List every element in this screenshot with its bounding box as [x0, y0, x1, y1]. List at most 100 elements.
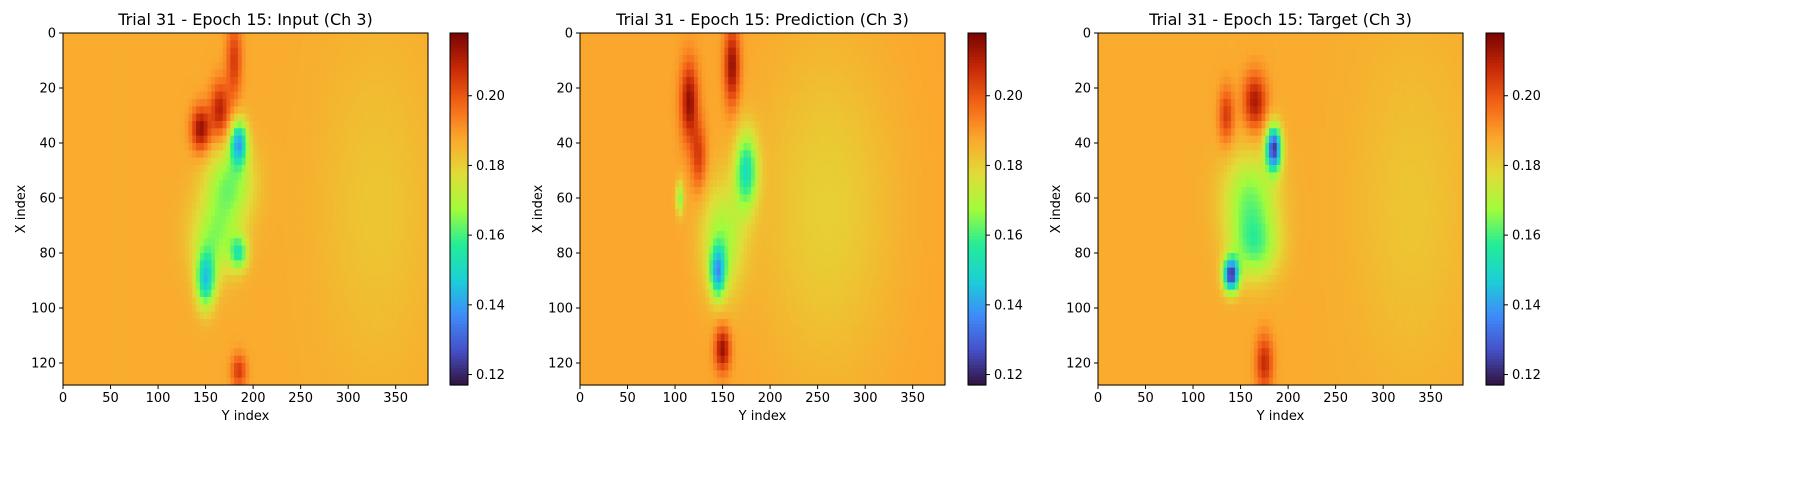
heatmap-cell	[279, 135, 285, 144]
heatmap-cell	[112, 77, 117, 85]
heatmap-cell	[370, 377, 376, 386]
heatmap-cell	[70, 47, 75, 56]
heatmap-cell	[275, 355, 281, 364]
heatmap-cell	[747, 33, 752, 41]
heatmap-cell	[876, 40, 881, 49]
heatmap-cell	[211, 172, 216, 181]
heatmap-cell	[313, 77, 319, 85]
heatmap-cell	[184, 150, 190, 159]
heatmap-cell	[842, 40, 847, 49]
heatmap-cell	[279, 363, 285, 371]
heatmap-cell	[104, 113, 110, 122]
heatmap-cell	[823, 33, 828, 41]
heatmap-cell	[199, 150, 205, 159]
heatmap-cell	[123, 311, 129, 320]
heatmap-cell	[249, 304, 254, 313]
heatmap-cell	[329, 348, 334, 357]
heatmap-cell	[811, 40, 817, 49]
heatmap-cell	[336, 275, 342, 283]
heatmap-cell	[120, 113, 125, 122]
heatmap-cell	[378, 209, 383, 217]
heatmap-cell	[93, 135, 98, 144]
heatmap-cell	[789, 33, 794, 41]
heatmap-cell	[382, 377, 387, 386]
heatmap-cell	[89, 253, 95, 261]
heatmap-cell	[245, 47, 250, 56]
heatmap-cell	[348, 289, 353, 298]
heatmap-cell	[348, 99, 353, 107]
heatmap-cell	[85, 69, 91, 78]
heatmap-cell	[389, 216, 395, 225]
heatmap-cell	[941, 40, 946, 49]
heatmap-cell	[260, 143, 266, 151]
heatmap-cell	[97, 355, 102, 364]
heatmap-cell	[116, 99, 121, 107]
heatmap-cell	[127, 260, 133, 269]
heatmap-cell	[120, 40, 125, 49]
heatmap-cell	[173, 209, 178, 217]
heatmap-cell	[294, 297, 300, 305]
heatmap-cell	[82, 333, 87, 342]
heatmap-cell	[97, 55, 102, 63]
heatmap-cell	[127, 143, 133, 151]
heatmap-cell	[188, 165, 193, 173]
heatmap-cell	[211, 319, 216, 327]
heatmap-cell	[154, 194, 159, 203]
heatmap-cell	[302, 348, 307, 357]
heatmap-cell	[104, 99, 110, 107]
heatmap-cell	[416, 150, 421, 159]
heatmap-cell	[382, 179, 387, 188]
heatmap-cell	[264, 40, 269, 49]
heatmap-cell	[165, 209, 171, 217]
heatmap-cell	[63, 33, 68, 41]
heatmap-cell	[405, 121, 410, 129]
heatmap-cell	[70, 377, 75, 386]
heatmap-cell	[142, 341, 148, 349]
heatmap-cell	[93, 289, 98, 298]
heatmap-cell	[310, 245, 315, 254]
heatmap-cell	[834, 40, 840, 49]
heatmap-cell	[298, 150, 304, 159]
heatmap-cell	[192, 165, 197, 173]
heatmap-cell	[264, 165, 269, 173]
heatmap-cell	[215, 341, 220, 349]
heatmap-cell	[85, 179, 91, 188]
heatmap-cell	[93, 370, 98, 379]
heatmap-cell	[173, 289, 178, 298]
heatmap-cell	[70, 223, 75, 232]
heatmap-cell	[215, 216, 220, 225]
heatmap-cell	[146, 106, 152, 115]
colorbar-segment	[450, 229, 468, 234]
heatmap-cell	[405, 69, 410, 78]
heatmap-cell	[264, 245, 269, 254]
heatmap-cell	[367, 91, 372, 100]
heatmap-cell	[367, 62, 372, 71]
heatmap-cell	[420, 84, 425, 93]
heatmap-cell	[165, 370, 171, 379]
heatmap-cell	[279, 187, 285, 195]
heatmap-cell	[340, 187, 345, 195]
heatmap-cell	[344, 311, 349, 320]
heatmap-cell	[131, 304, 136, 313]
heatmap-cell	[389, 319, 395, 327]
heatmap-cell	[359, 201, 364, 210]
heatmap-cell	[389, 333, 395, 342]
heatmap-cell	[374, 40, 380, 49]
heatmap-cell	[420, 326, 425, 335]
heatmap-cell	[104, 77, 110, 85]
heatmap-cell	[127, 55, 133, 63]
heatmap-cell	[85, 209, 91, 217]
heatmap-cell	[139, 172, 144, 181]
heatmap-cell	[291, 165, 296, 173]
heatmap-cell	[165, 201, 171, 210]
heatmap-cell	[70, 231, 75, 239]
heatmap-cell	[241, 297, 247, 305]
heatmap-cell	[325, 370, 330, 379]
heatmap-cell	[397, 377, 402, 386]
heatmap-cell	[97, 187, 102, 195]
heatmap-cell	[272, 267, 277, 276]
heatmap-cell	[283, 333, 288, 342]
colorbar-segment	[450, 294, 468, 298]
heatmap-cell	[173, 84, 178, 93]
heatmap-cell	[401, 238, 406, 247]
